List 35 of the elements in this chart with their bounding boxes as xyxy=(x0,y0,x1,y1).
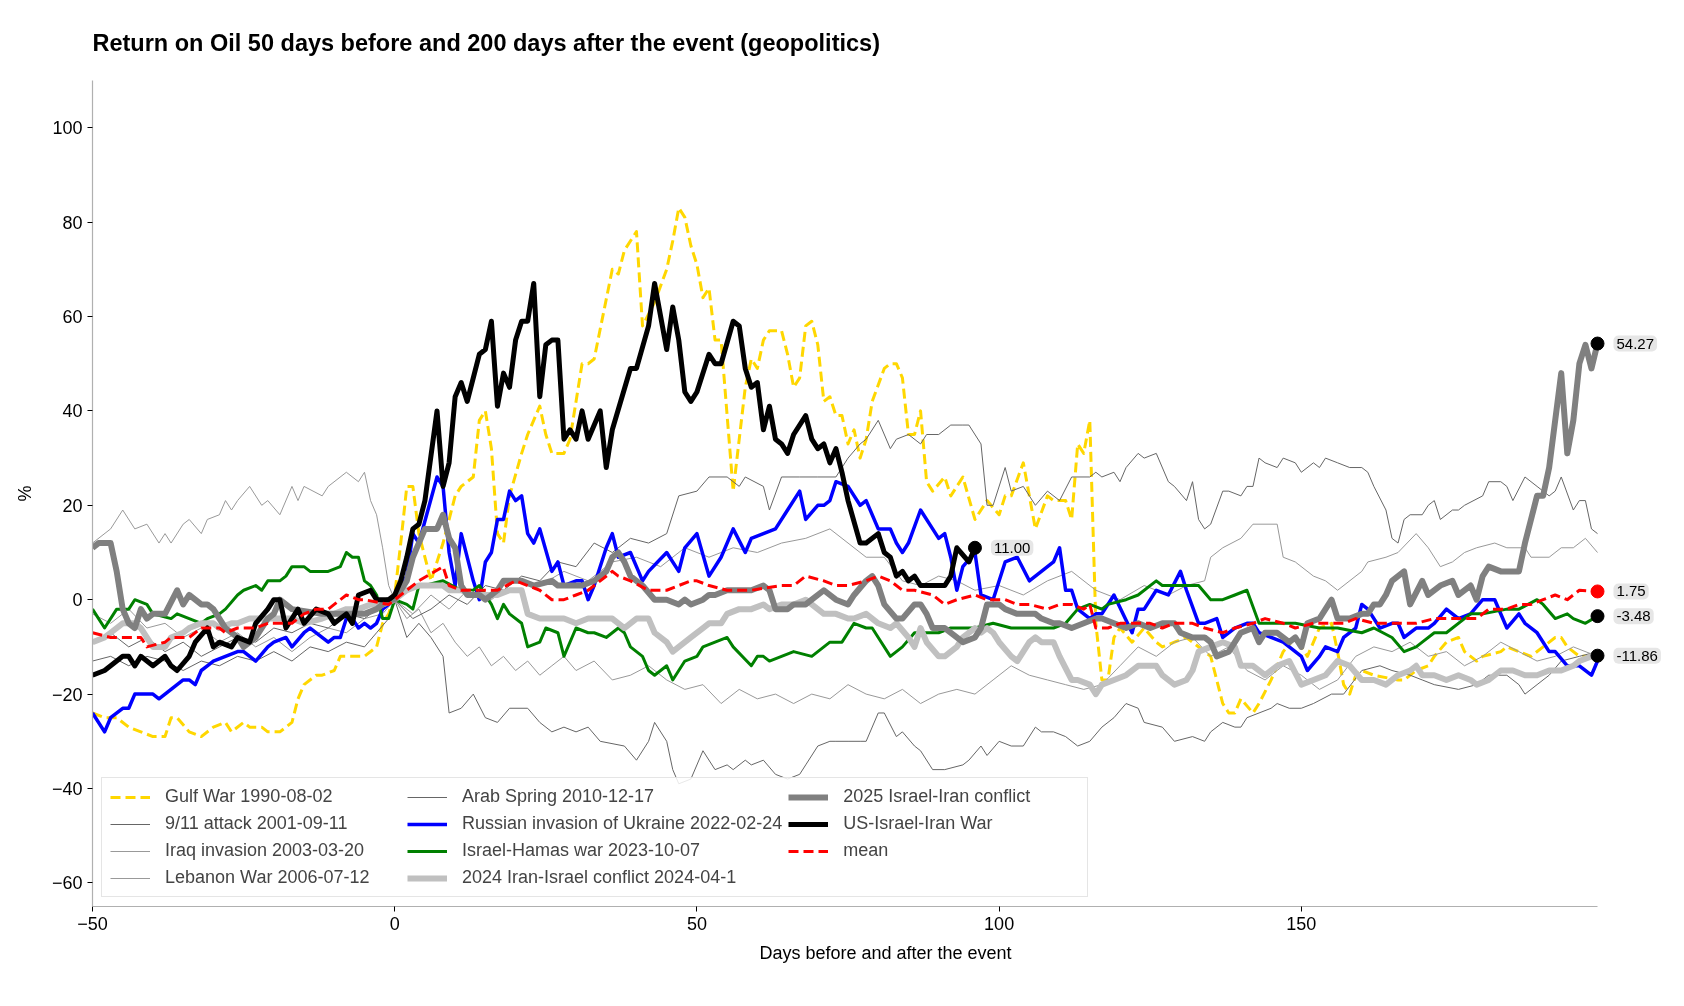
point xyxy=(967,540,982,555)
legend-label: mean xyxy=(843,840,890,861)
legend-label: Lebanon War 2006-07-12 xyxy=(165,867,371,888)
x-tick-label: −50 xyxy=(77,913,108,934)
x-tick-label: 0 xyxy=(389,913,400,934)
y-tick-label: 20 xyxy=(62,495,83,516)
y-tick-label: −20 xyxy=(51,684,83,705)
data-label: 54.27 xyxy=(1616,334,1655,352)
y-tick-label: −40 xyxy=(51,779,83,799)
data-label: -3.48 xyxy=(1616,607,1651,625)
legend-label: Israel-Hamas war 2023-10-07 xyxy=(462,840,701,861)
point xyxy=(1590,584,1605,599)
x-tick-label: 100 xyxy=(984,913,1015,934)
x-tick-label: 150 xyxy=(1286,913,1317,934)
y-tick-label: 60 xyxy=(62,307,83,327)
legend-label: Gulf War 1990-08-02 xyxy=(165,786,334,807)
data-label: 11.00 xyxy=(993,538,1031,556)
chart-title: Return on Oil 50 days before and 200 days after the event (geopolitics) xyxy=(92,29,880,56)
x-axis-title: Days before and after the event xyxy=(759,942,1012,963)
legend-label: US-Israel-Iran War xyxy=(843,813,994,834)
y-tick-label: 80 xyxy=(62,212,83,233)
legend-label: Russian invasion of Ukraine 2022-02-24 xyxy=(462,813,783,834)
y-tick-label: 100 xyxy=(52,118,83,139)
data-label: -11.86 xyxy=(1616,646,1658,664)
y-tick-label: 40 xyxy=(62,401,83,422)
y-tick-label: 0 xyxy=(72,590,83,611)
y-axis-title: % xyxy=(14,485,35,502)
y-tick-label: −60 xyxy=(51,873,83,894)
legend-label: Iraq invasion 2003-03-20 xyxy=(165,840,366,861)
x-tick-label: 50 xyxy=(686,913,707,934)
legend-label: 2024 Iran-Israel conflict 2024-04-1 xyxy=(462,867,737,888)
legend-label: 2025 Israel-Iran conflict xyxy=(843,786,1032,807)
legend-label: Arab Spring 2010-12-17 xyxy=(462,786,656,807)
legend-label: 9/11 attack 2001-09-11 xyxy=(165,813,349,834)
data-label: 1.75 xyxy=(1616,582,1646,600)
